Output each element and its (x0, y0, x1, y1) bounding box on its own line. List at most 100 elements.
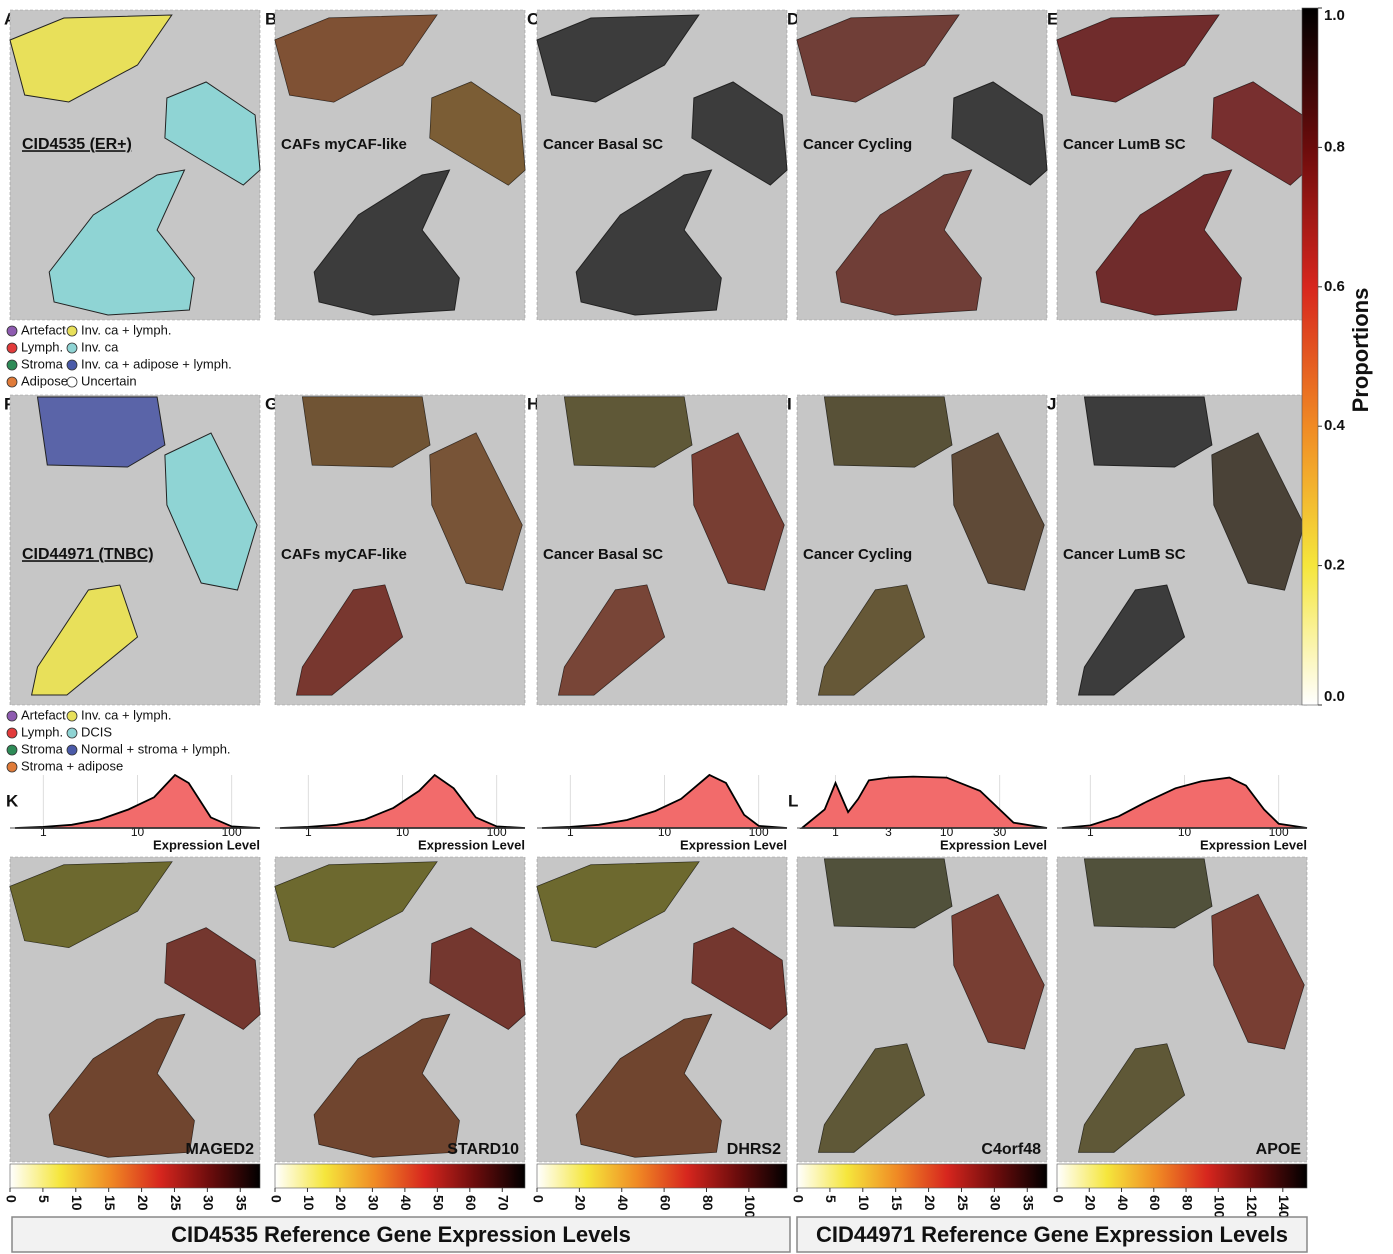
gene-label: MAGED2 (186, 1141, 255, 1158)
gene-colorbar-tick-label: 40 (1115, 1195, 1131, 1211)
gene-colorbar-tick-label: 70 (496, 1195, 512, 1211)
legend-swatch (67, 728, 77, 738)
legend-swatch (67, 745, 77, 755)
gene-colorbar-tick-label: 120 (1244, 1195, 1260, 1219)
sample-label: CID44971 (TNBC) (22, 546, 154, 563)
cell-type-label: Cancer Cycling (803, 546, 912, 563)
gene-colorbar (1057, 1164, 1307, 1188)
tissue-section (1085, 397, 1212, 467)
legend-swatch (7, 728, 17, 738)
colorbar (1302, 8, 1318, 705)
density-curve (802, 777, 1047, 828)
gene-colorbar-tick-label: 100 (742, 1195, 758, 1219)
legend-label: Inv. ca (81, 339, 119, 354)
legend-label: DCIS (81, 724, 112, 739)
gene-colorbar-tick-label: 0 (790, 1195, 806, 1203)
gene-colorbar-tick-label: 0 (268, 1195, 284, 1203)
colorbar-tick-label: 0.4 (1324, 417, 1346, 434)
panel-letter: E (1047, 9, 1058, 28)
gene-colorbar-tick-label: 30 (201, 1195, 217, 1211)
legend-swatch (67, 377, 77, 387)
density-x-label: Expression Level (680, 837, 787, 852)
gene-colorbar-tick-label: 10 (856, 1195, 872, 1211)
legend-swatch (7, 762, 17, 772)
legend-label: Inv. ca + lymph. (81, 707, 171, 722)
gene-colorbar-tick-label: 5 (36, 1195, 52, 1203)
gene-colorbar-tick-label: 15 (889, 1195, 905, 1211)
gene-colorbar-tick-label: 30 (366, 1195, 382, 1211)
cell-type-label: Cancer Basal SC (543, 546, 663, 563)
legend-swatch (7, 745, 17, 755)
gene-colorbar-tick-label: 35 (234, 1195, 250, 1211)
cell-type-label: Cancer Basal SC (543, 136, 663, 153)
gene-colorbar-tick-label: 80 (1179, 1195, 1195, 1211)
cell-type-label: CAFs myCAF-like (281, 546, 407, 563)
colorbar-tick-label: 0.8 (1324, 138, 1345, 155)
gene-colorbar-tick-label: 0 (530, 1195, 546, 1203)
gene-colorbar-tick-label: 60 (1147, 1195, 1163, 1211)
gene-colorbar-tick-label: 20 (135, 1195, 151, 1211)
legend-label: Stroma (21, 356, 64, 371)
legend-label: Normal + stroma + lymph. (81, 741, 231, 756)
gene-label: DHRS2 (727, 1141, 781, 1158)
density-x-label: Expression Level (1200, 837, 1307, 852)
legend-label: Adipose (21, 373, 68, 388)
gene-colorbar-tick-label: 10 (69, 1195, 85, 1211)
legend-label: Inv. ca + adipose + lymph. (81, 356, 232, 371)
gene-colorbar-tick-label: 35 (1021, 1195, 1037, 1211)
figure: ABCDEFGHIJKLCID4535 (ER+)CAFs myCAF-like… (0, 0, 1393, 1254)
gene-colorbar-tick-label: 20 (573, 1195, 589, 1211)
gene-colorbar (10, 1164, 260, 1188)
gene-colorbar-tick-label: 20 (1083, 1195, 1099, 1211)
legend-swatch (7, 326, 17, 336)
gene-colorbar-tick-label: 20 (922, 1195, 938, 1211)
gene-colorbar-tick-label: 60 (463, 1195, 479, 1211)
colorbar-tick-label: 0.6 (1324, 278, 1345, 295)
gene-colorbar-tick-label: 40 (398, 1195, 414, 1211)
legend-label: Inv. ca + lymph. (81, 322, 171, 337)
legend-label: Lymph. (21, 339, 63, 354)
legend-swatch (7, 711, 17, 721)
cell-type-label: Cancer LumB SC (1063, 136, 1186, 153)
colorbar-tick-label: 1.0 (1324, 7, 1345, 24)
panel-letter: I (787, 394, 792, 413)
gene-label: STARD10 (447, 1141, 519, 1158)
gene-colorbar-tick-label: 15 (102, 1195, 118, 1211)
legend-swatch (67, 711, 77, 721)
gene-colorbar-tick-label: 20 (333, 1195, 349, 1211)
gene-label: C4orf48 (981, 1141, 1041, 1158)
density-x-label: Expression Level (418, 837, 525, 852)
legend-label: Artefact (21, 707, 66, 722)
panel-letter: K (6, 791, 19, 810)
legend-swatch (7, 343, 17, 353)
gene-colorbar-tick-label: 140 (1276, 1195, 1292, 1219)
legend-label: Stroma (21, 741, 64, 756)
legend-label: Lymph. (21, 724, 63, 739)
gene-label: APOE (1256, 1141, 1302, 1158)
gene-colorbar-tick-label: 60 (657, 1195, 673, 1211)
legend-swatch (7, 377, 17, 387)
gene-colorbar-tick-label: 0 (3, 1195, 19, 1203)
colorbar-tick-label: 0.2 (1324, 557, 1345, 574)
legend-swatch (7, 360, 17, 370)
legend-swatch (67, 360, 77, 370)
panel-letter: L (788, 791, 798, 810)
density-x-label: Expression Level (940, 837, 1047, 852)
gene-colorbar-tick-label: 30 (988, 1195, 1004, 1211)
gene-colorbar (537, 1164, 787, 1188)
gene-colorbar (797, 1164, 1047, 1188)
footer-title: CID44971 Reference Gene Expression Level… (816, 1222, 1288, 1247)
gene-colorbar-tick-label: 80 (700, 1195, 716, 1211)
density-x-label: Expression Level (153, 837, 260, 852)
gene-colorbar-tick-label: 25 (955, 1195, 971, 1211)
colorbar-tick-label: 0.0 (1324, 688, 1345, 705)
gene-colorbar-tick-label: 5 (823, 1195, 839, 1203)
footer-title: CID4535 Reference Gene Expression Levels (171, 1222, 631, 1247)
legend-label: Uncertain (81, 373, 137, 388)
cell-type-label: CAFs myCAF-like (281, 136, 407, 153)
cell-type-label: Cancer Cycling (803, 136, 912, 153)
gene-colorbar-tick-label: 40 (615, 1195, 631, 1211)
gene-colorbar-tick-label: 100 (1212, 1195, 1228, 1219)
cell-type-label: Cancer LumB SC (1063, 546, 1186, 563)
gene-colorbar-tick-label: 0 (1050, 1195, 1066, 1203)
